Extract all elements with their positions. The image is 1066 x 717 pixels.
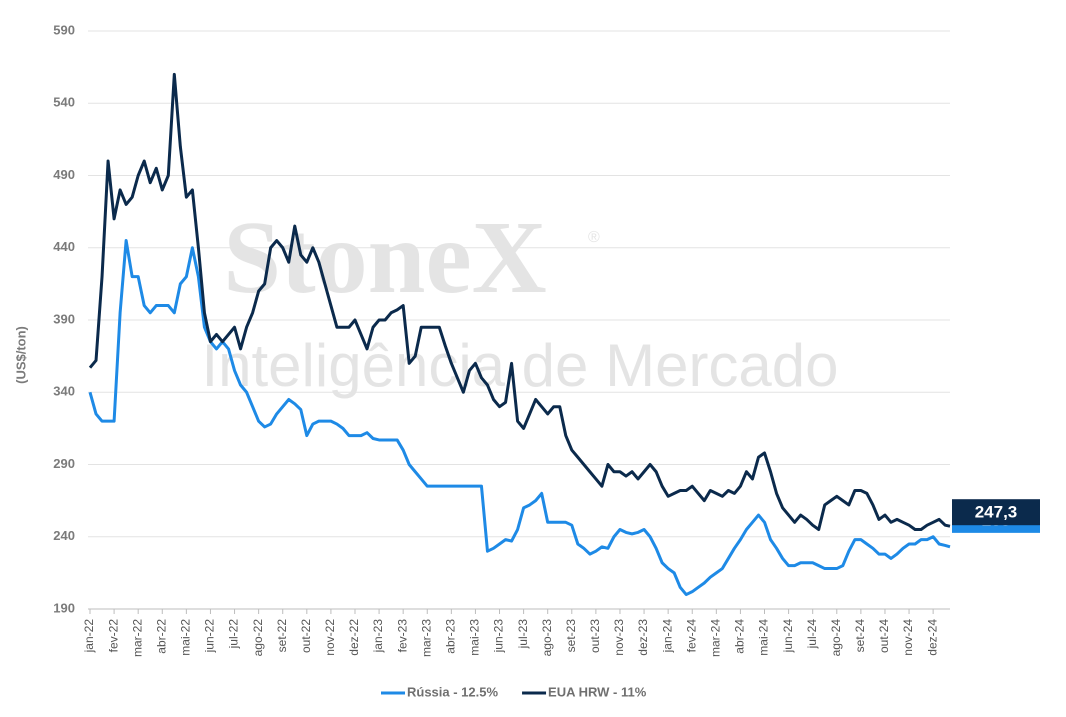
watermark-brand: StoneX bbox=[223, 200, 547, 315]
y-tick-label: 290 bbox=[53, 456, 75, 471]
x-tick-label: ago-24 bbox=[829, 619, 843, 657]
x-tick-label: jul-24 bbox=[805, 619, 819, 650]
legend-label: Rússia - 12.5% bbox=[407, 684, 498, 699]
series-line bbox=[88, 239, 951, 597]
x-tick-label: set-22 bbox=[275, 619, 289, 653]
x-tick-label: set-24 bbox=[853, 619, 867, 653]
x-tick-label: dez-22 bbox=[347, 619, 361, 656]
y-tick-label: 590 bbox=[53, 22, 75, 37]
x-tick-label: nov-22 bbox=[323, 619, 337, 656]
y-tick-label: 390 bbox=[53, 311, 75, 326]
x-tick-label: mar-24 bbox=[709, 619, 723, 657]
legend: Rússia - 12.5% EUA HRW - 11% bbox=[381, 684, 647, 699]
watermark: StoneX ® Inteligência de Mercado bbox=[201, 200, 838, 399]
x-tick-label: nov-24 bbox=[901, 619, 915, 656]
x-tick-label: jun-23 bbox=[492, 619, 506, 654]
legend-label: EUA HRW - 11% bbox=[548, 684, 647, 699]
x-tick-label: abr-22 bbox=[154, 619, 168, 654]
x-tick-label: nov-23 bbox=[612, 619, 626, 656]
x-tick-label: out-22 bbox=[299, 619, 313, 653]
x-tick-label: fev-23 bbox=[395, 619, 409, 653]
y-tick-label: 540 bbox=[53, 95, 75, 110]
x-tick-label: dez-24 bbox=[925, 619, 939, 656]
end-label: 247,3 bbox=[975, 503, 1018, 522]
x-tick-label: out-23 bbox=[588, 619, 602, 653]
x-tick-label: jan-22 bbox=[82, 619, 96, 654]
series-line bbox=[88, 72, 951, 532]
x-tick-label: set-23 bbox=[564, 619, 578, 653]
x-tick-label: dez-23 bbox=[636, 619, 650, 656]
x-tick-label: mai-22 bbox=[179, 619, 193, 656]
end-label-box bbox=[952, 499, 1040, 526]
x-tick-label: mai-24 bbox=[757, 619, 771, 656]
x-tick-label: ago-22 bbox=[251, 619, 265, 657]
x-tick-label: jan-24 bbox=[660, 619, 674, 654]
y-axis-label: (US$/ton) bbox=[13, 326, 28, 384]
x-tick-label: fev-24 bbox=[684, 619, 698, 653]
y-tick-label: 240 bbox=[53, 528, 75, 543]
x-tick-label: mar-23 bbox=[419, 619, 433, 657]
watermark-tagline: Inteligência de Mercado bbox=[201, 332, 838, 399]
y-tick-label: 490 bbox=[53, 167, 75, 182]
x-tick-label: mar-22 bbox=[130, 619, 144, 657]
x-tick-label: abr-24 bbox=[733, 619, 747, 654]
x-tick-label: jun-22 bbox=[203, 619, 217, 654]
x-tick-label: mai-23 bbox=[468, 619, 482, 656]
x-tick-label: abr-23 bbox=[444, 619, 458, 654]
y-tick-label: 340 bbox=[53, 384, 75, 399]
x-tick-label: out-24 bbox=[877, 619, 891, 653]
x-tick-label: jul-23 bbox=[516, 619, 530, 650]
y-tick-label: 440 bbox=[53, 239, 75, 254]
x-tick-label: fev-22 bbox=[106, 619, 120, 653]
x-tick-label: jul-22 bbox=[227, 619, 241, 650]
y-tick-label: 190 bbox=[53, 600, 75, 615]
watermark-mark: ® bbox=[588, 229, 600, 246]
x-tick-label: jun-24 bbox=[781, 619, 795, 654]
x-tick-label: jan-23 bbox=[371, 619, 385, 654]
x-tick-label: ago-23 bbox=[540, 619, 554, 657]
